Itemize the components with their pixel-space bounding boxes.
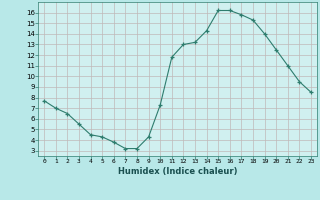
X-axis label: Humidex (Indice chaleur): Humidex (Indice chaleur) [118,167,237,176]
